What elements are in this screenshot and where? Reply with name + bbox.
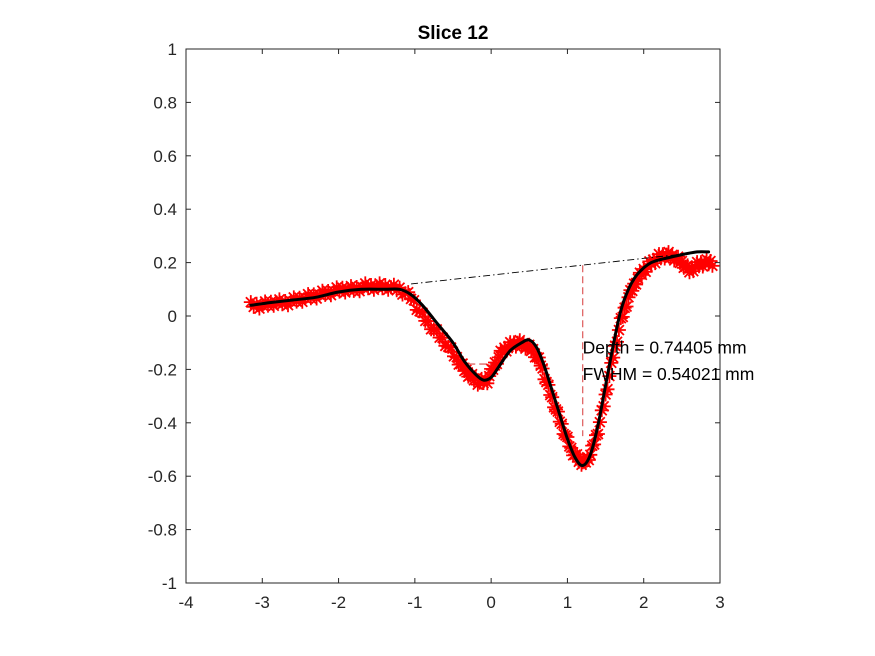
data-point-star — [621, 290, 636, 305]
x-tick-labels: -4 -3 -2 -1 0 1 2 3 — [178, 593, 724, 612]
data-point-star — [526, 342, 541, 357]
data-point-star — [449, 350, 464, 365]
data-point-star — [444, 340, 459, 355]
data-point-star — [409, 302, 424, 317]
data-point-star — [619, 299, 634, 314]
data-point-star — [598, 387, 613, 402]
data-point-star — [358, 276, 373, 291]
data-point-star — [602, 369, 617, 384]
data-point-star — [535, 361, 550, 376]
data-point-star — [545, 390, 560, 405]
data-point-star — [625, 283, 640, 298]
data-point-star — [680, 258, 695, 273]
data-point-star — [570, 447, 584, 462]
x-tick-label: -2 — [331, 593, 346, 612]
data-point-star — [372, 276, 387, 291]
data-point-star — [674, 254, 689, 268]
data-point-star — [590, 427, 605, 441]
data-point-star — [429, 322, 444, 337]
data-point-star — [489, 356, 504, 371]
data-point-star — [606, 350, 621, 365]
y-tick-label: 0.6 — [153, 147, 177, 166]
data-point-star — [499, 344, 514, 359]
data-point-star — [459, 362, 474, 377]
ticks-layer — [185, 48, 721, 584]
y-tick-labels: -1 -0.8 -0.6 -0.4 -0.2 0 0.2 0.4 0.6 0.8 1 — [148, 40, 177, 593]
x-tick-label: 1 — [563, 593, 572, 612]
depth-annotation: Depth = 0.74405 mm — [583, 337, 747, 357]
data-point-star — [646, 252, 661, 267]
annotations-layer: Depth = 0.74405 mm FWHM = 0.54021 mm — [583, 337, 755, 384]
x-tick-label: -4 — [178, 593, 193, 612]
x-tick-label: -3 — [255, 593, 270, 612]
data-point-star — [495, 345, 510, 360]
y-tick-label: -0.8 — [148, 521, 177, 540]
data-point-star — [701, 257, 716, 272]
data-point-star — [699, 252, 714, 267]
data-point-star — [455, 356, 470, 371]
y-tick-label: -0.4 — [148, 414, 177, 433]
data-point-star — [243, 295, 258, 310]
x-tick-label: 3 — [715, 593, 724, 612]
data-point-star — [615, 309, 630, 324]
y-tick-label: 0.4 — [153, 200, 177, 219]
data-point-star — [648, 256, 663, 271]
data-point-star — [335, 280, 350, 295]
data-point-star — [596, 399, 611, 414]
baseline-line — [410, 254, 679, 285]
data-point-star — [272, 292, 287, 307]
data-point-star — [531, 350, 546, 365]
x-tick-label: 0 — [486, 593, 495, 612]
data-point-star — [482, 369, 497, 384]
data-point-star — [392, 280, 407, 295]
fit-layer — [249, 250, 711, 468]
y-tick-label: 0.2 — [153, 254, 177, 273]
data-point-star — [600, 382, 615, 397]
data-point-star — [705, 258, 720, 273]
x-tick-label: -1 — [407, 593, 422, 612]
data-point-star — [398, 286, 413, 301]
plot-area-background — [186, 49, 720, 583]
data-point-star — [695, 259, 710, 274]
data-point-star — [697, 255, 712, 270]
data-point-star — [682, 265, 697, 280]
data-point-star — [421, 314, 436, 329]
data-point-star — [364, 278, 378, 292]
data-point-star — [541, 377, 556, 392]
y-tick-label: -0.6 — [148, 467, 177, 486]
data-point-star — [486, 362, 501, 377]
data-point-star — [435, 330, 450, 345]
y-tick-label: 1 — [168, 40, 177, 59]
y-tick-label: -1 — [162, 574, 177, 593]
x-tick-label: 2 — [639, 593, 648, 612]
data-point-star — [406, 293, 421, 308]
reference-lines-layer — [410, 254, 679, 437]
data-point-star — [608, 338, 623, 353]
data-point-star — [611, 323, 626, 337]
data-point-star — [610, 334, 624, 349]
data-point-star — [480, 376, 495, 391]
y-tick-label: 0.8 — [153, 93, 177, 112]
data-point-star — [395, 287, 410, 302]
fit-curve — [249, 250, 711, 468]
chart-title: Slice 12 — [418, 23, 489, 44]
y-tick-label: 0 — [168, 307, 177, 326]
data-point-star — [684, 260, 699, 275]
data-point-star — [638, 264, 653, 279]
data-point-star — [415, 305, 430, 320]
data-point-star — [629, 277, 644, 292]
data-point-star — [686, 264, 701, 279]
y-tick-label: -0.2 — [148, 360, 177, 379]
data-point-star — [703, 254, 718, 268]
data-point-star — [386, 277, 401, 292]
fwhm-annotation: FWHM = 0.54021 mm — [583, 364, 755, 384]
data-point-star — [412, 304, 427, 319]
data-point-star — [378, 278, 393, 292]
data-point-star — [497, 340, 512, 355]
data-point-star — [404, 291, 418, 306]
